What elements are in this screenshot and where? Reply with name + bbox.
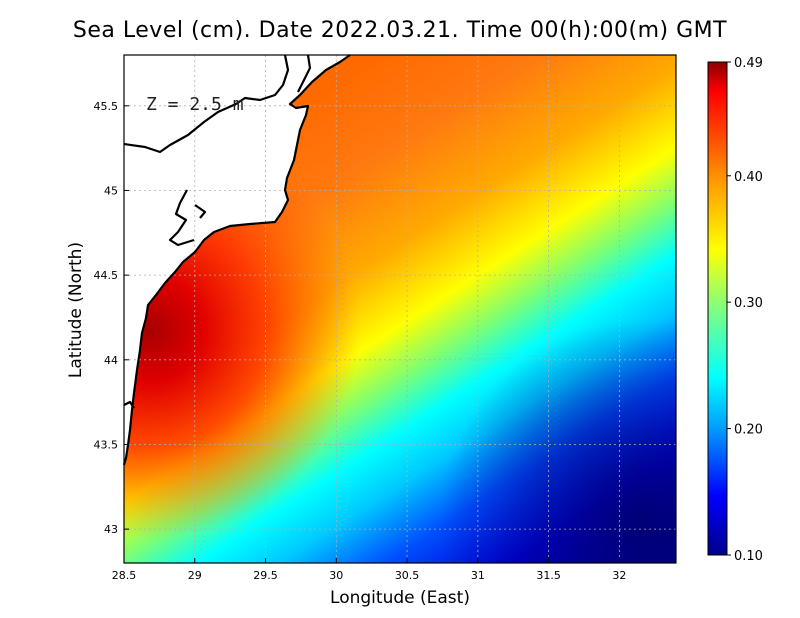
x-tick-label: 29 [188,569,202,582]
colorbar-tick-label: 0.20 [734,423,763,438]
colorbar-ticks: 0.10 0.20 0.30 0.40 0.49 [727,56,763,564]
colorbar-tick-label: 0.40 [734,170,763,185]
x-tick-label: 30.5 [395,569,420,582]
colorbar [707,61,728,556]
x-tick-label: 31 [471,569,485,582]
colorbar-tick-label: 0.10 [734,549,763,564]
x-tick-label: 32 [612,569,626,582]
y-axis-ticks: 43 43.5 44 44.5 45 45.5 [94,100,129,536]
x-tick-label: 29.5 [253,569,278,582]
y-axis-label: Latitude (North) [66,241,86,379]
plot-frame [123,54,677,564]
y-tick-label: 43.5 [94,438,119,451]
y-tick-label: 45 [104,184,118,197]
x-tick-label: 30 [329,569,343,582]
y-tick-label: 43 [104,523,118,536]
coastline [122,54,351,466]
colorbar-tick-label: 0.30 [734,296,763,311]
colorbar-tick-label: 0.49 [734,56,763,71]
y-tick-label: 44 [104,354,118,367]
x-axis-ticks: 28.5 29 29.5 30 30.5 31 31.5 32 [112,558,626,582]
depth-label: Z = 2.5 m [146,94,244,115]
grid-lines [124,55,676,563]
y-tick-label: 45.5 [94,100,119,113]
y-tick-label: 44.5 [94,269,119,282]
x-tick-label: 28.5 [112,569,137,582]
map-title: Sea Level (cm). Date 2022.03.21. Time 00… [72,18,728,43]
x-tick-label: 31.5 [536,569,561,582]
x-axis-label: Longitude (East) [330,588,470,608]
